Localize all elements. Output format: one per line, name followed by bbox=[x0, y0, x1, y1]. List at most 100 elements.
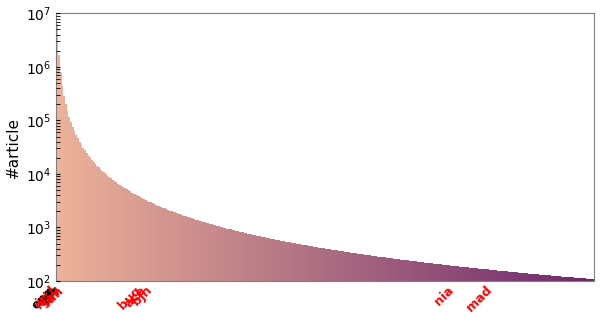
Bar bbox=[162, 208, 164, 320]
Bar bbox=[358, 254, 360, 320]
Bar bbox=[251, 234, 253, 320]
Bar bbox=[327, 249, 329, 320]
Bar bbox=[134, 195, 136, 320]
Bar bbox=[410, 261, 412, 320]
Bar bbox=[259, 236, 261, 320]
Bar bbox=[418, 262, 419, 320]
Bar bbox=[464, 267, 466, 320]
Bar bbox=[476, 268, 478, 320]
Bar bbox=[212, 225, 214, 320]
Bar bbox=[381, 257, 383, 320]
Bar bbox=[367, 255, 369, 320]
Bar bbox=[541, 275, 542, 320]
Bar bbox=[389, 258, 391, 320]
Bar bbox=[257, 236, 259, 320]
Bar bbox=[317, 247, 319, 320]
Bar bbox=[67, 111, 68, 320]
Bar bbox=[119, 185, 121, 320]
Bar bbox=[404, 260, 405, 320]
Bar bbox=[181, 215, 183, 320]
Bar bbox=[419, 262, 421, 320]
Bar bbox=[550, 276, 551, 320]
Bar bbox=[313, 247, 315, 320]
Bar bbox=[360, 254, 362, 320]
Bar bbox=[226, 228, 228, 320]
Bar bbox=[504, 271, 506, 320]
Bar bbox=[98, 167, 100, 320]
Bar bbox=[539, 275, 541, 320]
Bar bbox=[253, 235, 254, 320]
Bar bbox=[228, 229, 230, 320]
Bar bbox=[244, 233, 245, 320]
Bar bbox=[166, 209, 167, 320]
Bar bbox=[376, 256, 377, 320]
Bar bbox=[353, 253, 355, 320]
Bar bbox=[169, 211, 171, 320]
Bar bbox=[86, 153, 88, 320]
Bar bbox=[497, 270, 499, 320]
Bar bbox=[146, 201, 148, 320]
Bar bbox=[517, 272, 518, 320]
Bar bbox=[537, 274, 539, 320]
Bar bbox=[247, 234, 249, 320]
Bar bbox=[159, 206, 160, 320]
Bar bbox=[72, 127, 74, 320]
Bar bbox=[112, 180, 113, 320]
Bar bbox=[331, 250, 332, 320]
Bar bbox=[242, 232, 244, 320]
Bar bbox=[306, 245, 308, 320]
Bar bbox=[298, 244, 299, 320]
Bar bbox=[274, 239, 275, 320]
Bar bbox=[533, 274, 535, 320]
Bar bbox=[579, 278, 581, 320]
Bar bbox=[416, 261, 418, 320]
Bar bbox=[581, 278, 582, 320]
Bar bbox=[521, 273, 523, 320]
Bar bbox=[556, 276, 558, 320]
Bar bbox=[275, 240, 277, 320]
Bar bbox=[386, 258, 388, 320]
Bar bbox=[343, 252, 344, 320]
Bar bbox=[82, 148, 84, 320]
Bar bbox=[475, 268, 476, 320]
Bar bbox=[527, 273, 529, 320]
Bar bbox=[294, 243, 296, 320]
Bar bbox=[435, 264, 436, 320]
Bar bbox=[179, 214, 181, 320]
Bar bbox=[409, 260, 410, 320]
Bar bbox=[518, 273, 520, 320]
Bar bbox=[568, 277, 570, 320]
Bar bbox=[412, 261, 414, 320]
Bar bbox=[109, 177, 110, 320]
Bar bbox=[369, 255, 371, 320]
Bar bbox=[296, 244, 298, 320]
Bar bbox=[511, 272, 513, 320]
Bar bbox=[93, 162, 95, 320]
Bar bbox=[187, 217, 188, 320]
Bar bbox=[88, 155, 89, 320]
Bar bbox=[171, 211, 173, 320]
Bar bbox=[301, 244, 303, 320]
Bar bbox=[249, 234, 251, 320]
Bar bbox=[478, 268, 480, 320]
Bar bbox=[290, 243, 292, 320]
Bar bbox=[173, 212, 175, 320]
Bar bbox=[320, 248, 322, 320]
Bar bbox=[348, 252, 350, 320]
Bar bbox=[100, 169, 101, 320]
Bar bbox=[206, 223, 208, 320]
Bar bbox=[393, 259, 395, 320]
Bar bbox=[482, 269, 484, 320]
Bar bbox=[167, 210, 169, 320]
Bar bbox=[433, 264, 435, 320]
Bar bbox=[178, 214, 179, 320]
Bar bbox=[535, 274, 537, 320]
Bar bbox=[414, 261, 416, 320]
Bar bbox=[105, 174, 107, 320]
Bar bbox=[289, 242, 290, 320]
Bar bbox=[84, 150, 86, 320]
Bar bbox=[515, 272, 517, 320]
Bar bbox=[216, 226, 218, 320]
Bar bbox=[584, 278, 586, 320]
Bar bbox=[395, 259, 397, 320]
